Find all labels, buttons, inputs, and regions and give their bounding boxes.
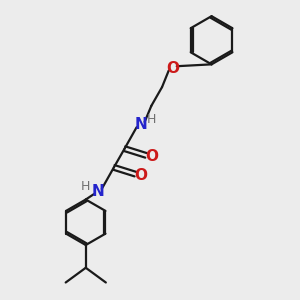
Text: N: N <box>92 184 104 199</box>
Text: H: H <box>147 113 157 126</box>
Text: O: O <box>166 61 179 76</box>
Text: O: O <box>134 168 147 183</box>
Text: H: H <box>81 180 90 193</box>
Text: O: O <box>145 149 158 164</box>
Text: N: N <box>134 117 147 132</box>
